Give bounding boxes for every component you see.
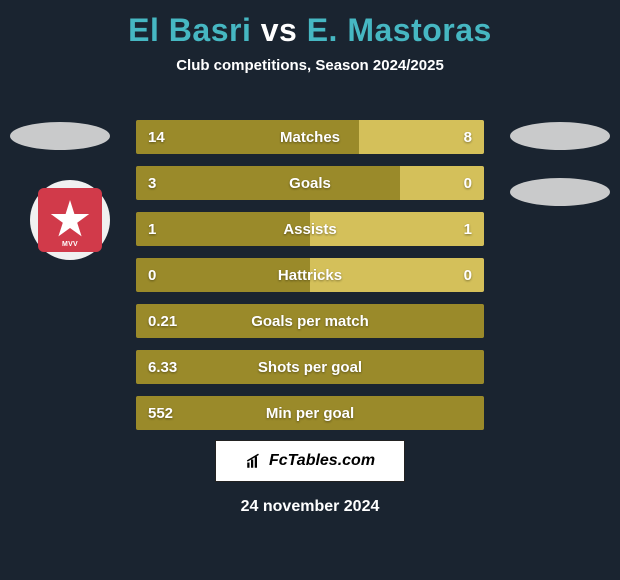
stat-label: Goals <box>136 166 484 200</box>
stat-label: Min per goal <box>136 396 484 430</box>
stat-row: 552Min per goal <box>136 396 484 430</box>
player1-club-badge: MVV <box>30 180 110 260</box>
player1-name: El Basri <box>128 12 251 48</box>
club-badge-label: MVV <box>38 241 102 248</box>
stats-bars: 14Matches83Goals01Assists10Hattricks00.2… <box>136 120 484 442</box>
stat-row: 14Matches8 <box>136 120 484 154</box>
stat-value-right: 8 <box>464 120 472 154</box>
stat-row: 0.21Goals per match <box>136 304 484 338</box>
vs-text: vs <box>261 12 298 48</box>
player2-name: E. Mastoras <box>307 12 492 48</box>
subtitle: Club competitions, Season 2024/2025 <box>0 57 620 74</box>
stat-label: Assists <box>136 212 484 246</box>
chart-icon <box>245 452 263 470</box>
stat-label: Hattricks <box>136 258 484 292</box>
brand-text: FcTables.com <box>269 452 375 470</box>
stat-row: 0Hattricks0 <box>136 258 484 292</box>
stat-value-right: 0 <box>464 258 472 292</box>
stat-label: Goals per match <box>136 304 484 338</box>
stat-label: Shots per goal <box>136 350 484 384</box>
stat-row: 3Goals0 <box>136 166 484 200</box>
player2-flag-placeholder <box>510 122 610 150</box>
player2-club-placeholder <box>510 178 610 206</box>
stat-value-right: 0 <box>464 166 472 200</box>
stat-label: Matches <box>136 120 484 154</box>
comparison-title: El Basri vs E. Mastoras <box>0 0 620 49</box>
stat-value-right: 1 <box>464 212 472 246</box>
footer-date: 24 november 2024 <box>0 498 620 516</box>
footer-brand[interactable]: FcTables.com <box>215 440 405 482</box>
star-icon <box>50 200 90 240</box>
player1-flag-placeholder <box>10 122 110 150</box>
club-badge-inner: MVV <box>38 188 102 252</box>
stat-row: 6.33Shots per goal <box>136 350 484 384</box>
stat-row: 1Assists1 <box>136 212 484 246</box>
